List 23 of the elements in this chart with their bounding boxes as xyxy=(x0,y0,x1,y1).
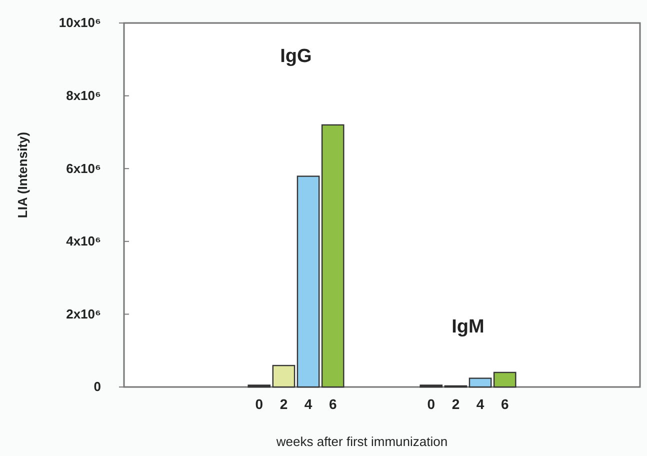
x-tick-label: 4 xyxy=(304,396,312,412)
bar xyxy=(493,372,516,388)
x-tick-label: 0 xyxy=(427,396,436,412)
y-tick-label: 2x10⁶ xyxy=(66,306,102,322)
y-tick-label: 6x10⁶ xyxy=(66,160,102,176)
x-axis-title: weeks after first immunization xyxy=(275,434,448,449)
x-tick-label: 6 xyxy=(328,396,337,412)
y-tick-label: 10x10⁶ xyxy=(58,15,102,30)
x-tick-label: 2 xyxy=(280,396,288,412)
y-tick-label: 0 xyxy=(94,379,101,394)
bar xyxy=(296,176,320,388)
bar xyxy=(468,378,492,388)
bar xyxy=(272,364,296,388)
bar xyxy=(321,124,344,388)
annotation: IgM xyxy=(452,316,484,338)
x-tick-label: 0 xyxy=(255,396,264,412)
x-tick-label: 6 xyxy=(500,396,509,412)
y-axis-title: LIA (Intensity) xyxy=(15,132,30,218)
x-tick-label: 2 xyxy=(452,396,460,412)
y-tick-label: 8x10⁶ xyxy=(66,88,102,103)
y-tick-label: 4x10⁶ xyxy=(66,234,102,249)
x-tick-label: 4 xyxy=(476,396,484,412)
annotation: IgG xyxy=(280,46,312,67)
